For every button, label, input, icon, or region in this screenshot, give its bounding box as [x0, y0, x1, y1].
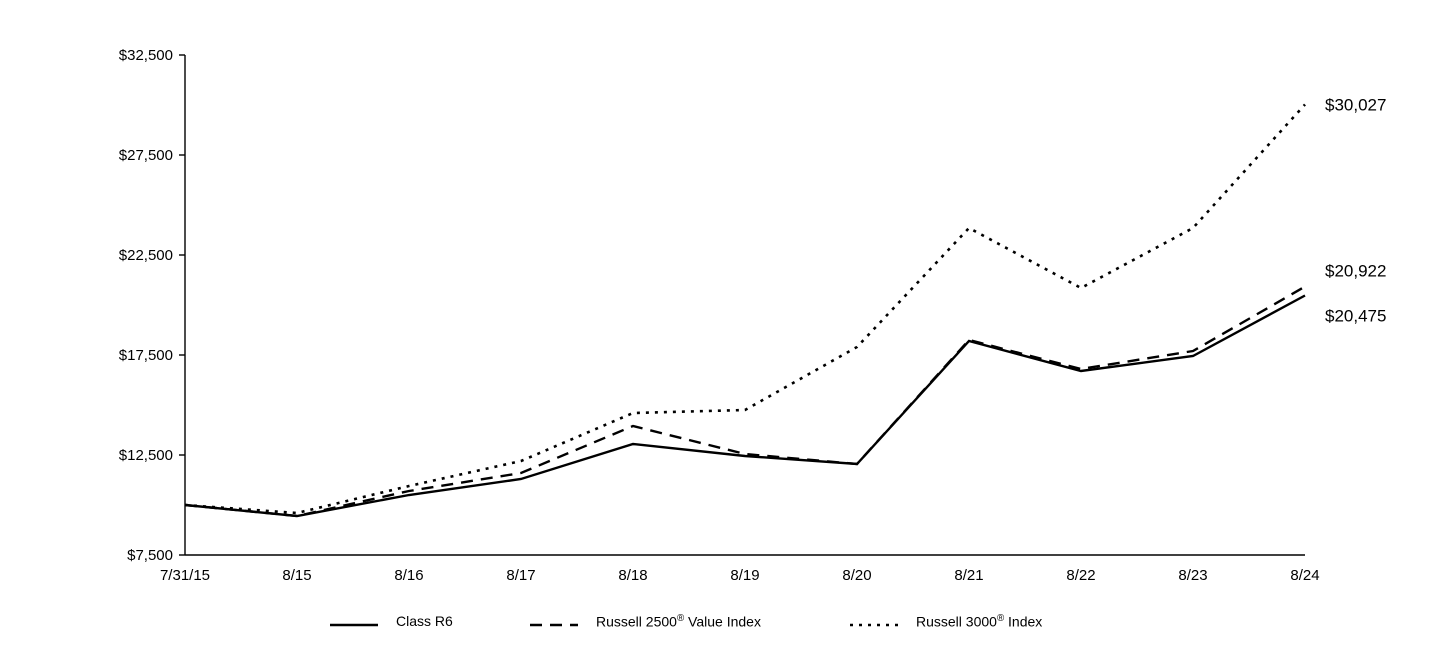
x-tick-label: 8/20	[842, 567, 871, 584]
x-tick-label: 7/31/15	[160, 567, 210, 584]
growth-chart: $7,500 $12,500 $17,500 $22,500 $27,500 $32,50…	[0, 0, 1440, 660]
legend-label-russell-2500-value: Russell 2500® Value Index	[596, 613, 856, 637]
y-tick-label: $17,500	[119, 347, 173, 364]
x-tick-label: 8/23	[1178, 567, 1207, 584]
y-tick-label: $12,500	[119, 447, 173, 464]
x-tick-label: 8/19	[730, 567, 759, 584]
y-tick-label: $22,500	[119, 247, 173, 264]
series-line-russell-2500-value	[185, 287, 1305, 516]
y-tick-label: $7,500	[127, 547, 173, 564]
x-tick-label: 8/24	[1290, 567, 1319, 584]
series-line-class-r6	[185, 296, 1305, 517]
chart-svg: $7,500 $12,500 $17,500 $22,500 $27,500 $32,50…	[0, 0, 1440, 660]
end-label-russell-2500-value: $20,922	[1325, 262, 1386, 281]
x-tick-label: 8/22	[1066, 567, 1095, 584]
end-label-russell-3000: $30,027	[1325, 95, 1386, 114]
series-line-russell-3000	[185, 105, 1305, 514]
end-label-class-r6: $20,475	[1325, 307, 1386, 326]
x-tick-label: 8/17	[506, 567, 535, 584]
x-tick-label: 8/21	[954, 567, 983, 584]
legend-label-russell-3000: Russell 3000® Index	[916, 613, 1176, 637]
x-tick-label: 8/15	[282, 567, 311, 584]
y-tick-label: $32,500	[119, 47, 173, 64]
x-tick-label: 8/18	[618, 567, 647, 584]
y-tick-label: $27,500	[119, 147, 173, 164]
x-tick-label: 8/16	[394, 567, 423, 584]
